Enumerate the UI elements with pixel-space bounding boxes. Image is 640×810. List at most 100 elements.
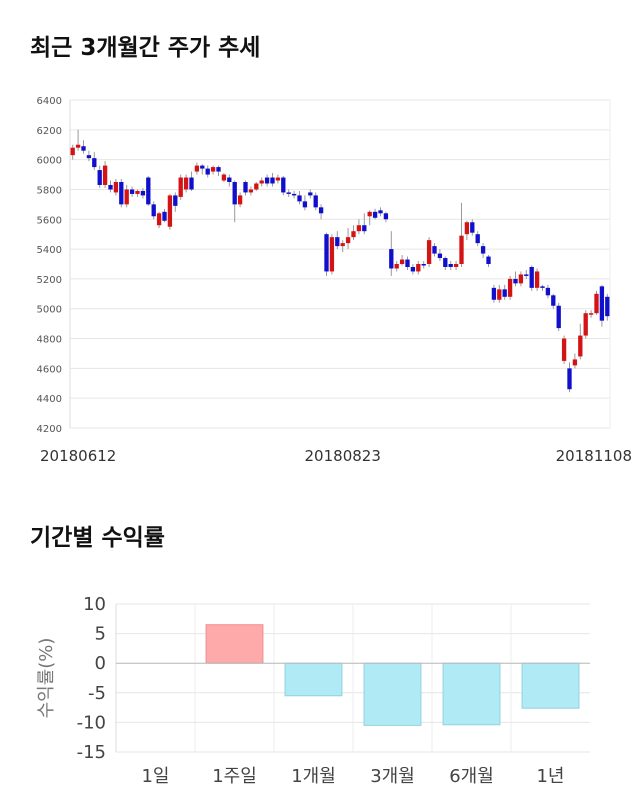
candle-body (162, 211, 167, 221)
return-bar (442, 662, 501, 726)
candle-body (351, 231, 356, 238)
candle-body (140, 190, 146, 196)
x-tick-label: 20180823 (305, 447, 381, 465)
candle-body (389, 249, 394, 269)
candle-body (416, 264, 421, 272)
candle-body (437, 253, 443, 259)
candle-body (524, 274, 529, 276)
candle-body (378, 210, 383, 214)
candle-body (464, 222, 470, 235)
x-tick-label: 1개월 (291, 766, 336, 787)
candle-body (124, 189, 129, 205)
candle-body (329, 237, 335, 272)
candle-body (297, 195, 302, 202)
candle-body (70, 147, 75, 156)
candle-body (200, 165, 205, 169)
candle-body (151, 204, 156, 217)
candle-body (556, 305, 561, 329)
candle-body (243, 182, 248, 193)
candle-body (561, 338, 567, 361)
candle-body (167, 195, 173, 227)
y-tick-label: 4600 (37, 364, 62, 375)
y-tick-label: 0 (95, 653, 106, 674)
x-tick-label: 1일 (141, 766, 169, 787)
y-tick-label: 6000 (37, 156, 62, 167)
y-tick-label: 5200 (37, 275, 62, 286)
candle-body (475, 234, 480, 244)
candle-body (173, 195, 178, 206)
candle-body (275, 177, 281, 181)
candle-body (210, 167, 216, 172)
candle-body (367, 211, 372, 217)
candle-body (237, 195, 243, 205)
candle-body (302, 201, 308, 208)
candle-body (86, 155, 92, 159)
candle-body (135, 190, 140, 194)
candle-body (205, 168, 210, 175)
candle-body (394, 264, 399, 269)
candle-body (356, 225, 362, 232)
x-tick-label: 6개월 (449, 766, 494, 787)
candle-body (108, 184, 113, 190)
candle-body (426, 240, 432, 264)
y-tick-label: 5400 (37, 245, 62, 256)
candle-body (540, 286, 545, 288)
candle-body (518, 274, 524, 284)
candle-body (178, 177, 183, 197)
candle-body (486, 256, 491, 264)
candle-body (318, 207, 324, 214)
candle-body (502, 289, 507, 297)
candle-body (75, 144, 81, 148)
candle-body (583, 313, 588, 336)
candle-body (459, 235, 464, 264)
candle-body (605, 296, 610, 317)
stock-price-chart: 4200 4400 4600 4800 5000 5200 5400 5600 5800 6000… (37, 96, 632, 465)
candle-body (156, 213, 162, 226)
candle-body (362, 225, 367, 232)
candle-body (270, 177, 275, 184)
return-bar (284, 662, 343, 697)
candle-body (227, 177, 232, 182)
candle-body (259, 180, 264, 184)
candle-body (545, 287, 551, 296)
y-tick-label: 4800 (37, 335, 62, 346)
y-tick-label: 4200 (37, 424, 62, 435)
candle-body (421, 264, 426, 266)
candle-body (97, 170, 102, 185)
candle-body (453, 264, 459, 267)
candle-body (281, 177, 286, 193)
candle-body (551, 295, 556, 306)
candle-body (594, 293, 599, 314)
candle-body (588, 313, 594, 315)
return-bar (521, 662, 580, 709)
candle-body (194, 165, 200, 172)
candle-body (183, 177, 189, 190)
candle-body (232, 182, 237, 205)
x-tick-label: 20181108 (556, 447, 632, 465)
candle-body (340, 243, 345, 247)
candle-body (507, 278, 513, 297)
candle-body (448, 264, 453, 267)
y-tick-label: -5 (88, 683, 106, 704)
x-tick-label: 20180612 (40, 447, 116, 465)
y-tick-label: 6400 (37, 96, 62, 107)
candle-body (248, 189, 254, 193)
candle-body (113, 182, 119, 193)
candle-body (92, 158, 97, 168)
candle-body (254, 183, 259, 190)
candle-body (102, 165, 108, 185)
candle-body (399, 259, 405, 264)
candle-body (405, 259, 410, 267)
candle-body (480, 246, 486, 254)
candle-body (497, 289, 502, 300)
candle-body (410, 266, 416, 272)
candle-body (335, 237, 340, 247)
candle-body (291, 193, 297, 196)
candle-body (534, 271, 540, 288)
stock-chart-title: 최근 3개월간 주가 추세 (30, 35, 261, 61)
x-tick-label: 1주일 (212, 766, 257, 787)
y-tick-label: 5800 (37, 185, 62, 196)
y-tick-label: 5000 (37, 305, 62, 316)
returns-chart-title: 기간별 수익률 (30, 525, 165, 551)
candle-body (383, 213, 389, 220)
